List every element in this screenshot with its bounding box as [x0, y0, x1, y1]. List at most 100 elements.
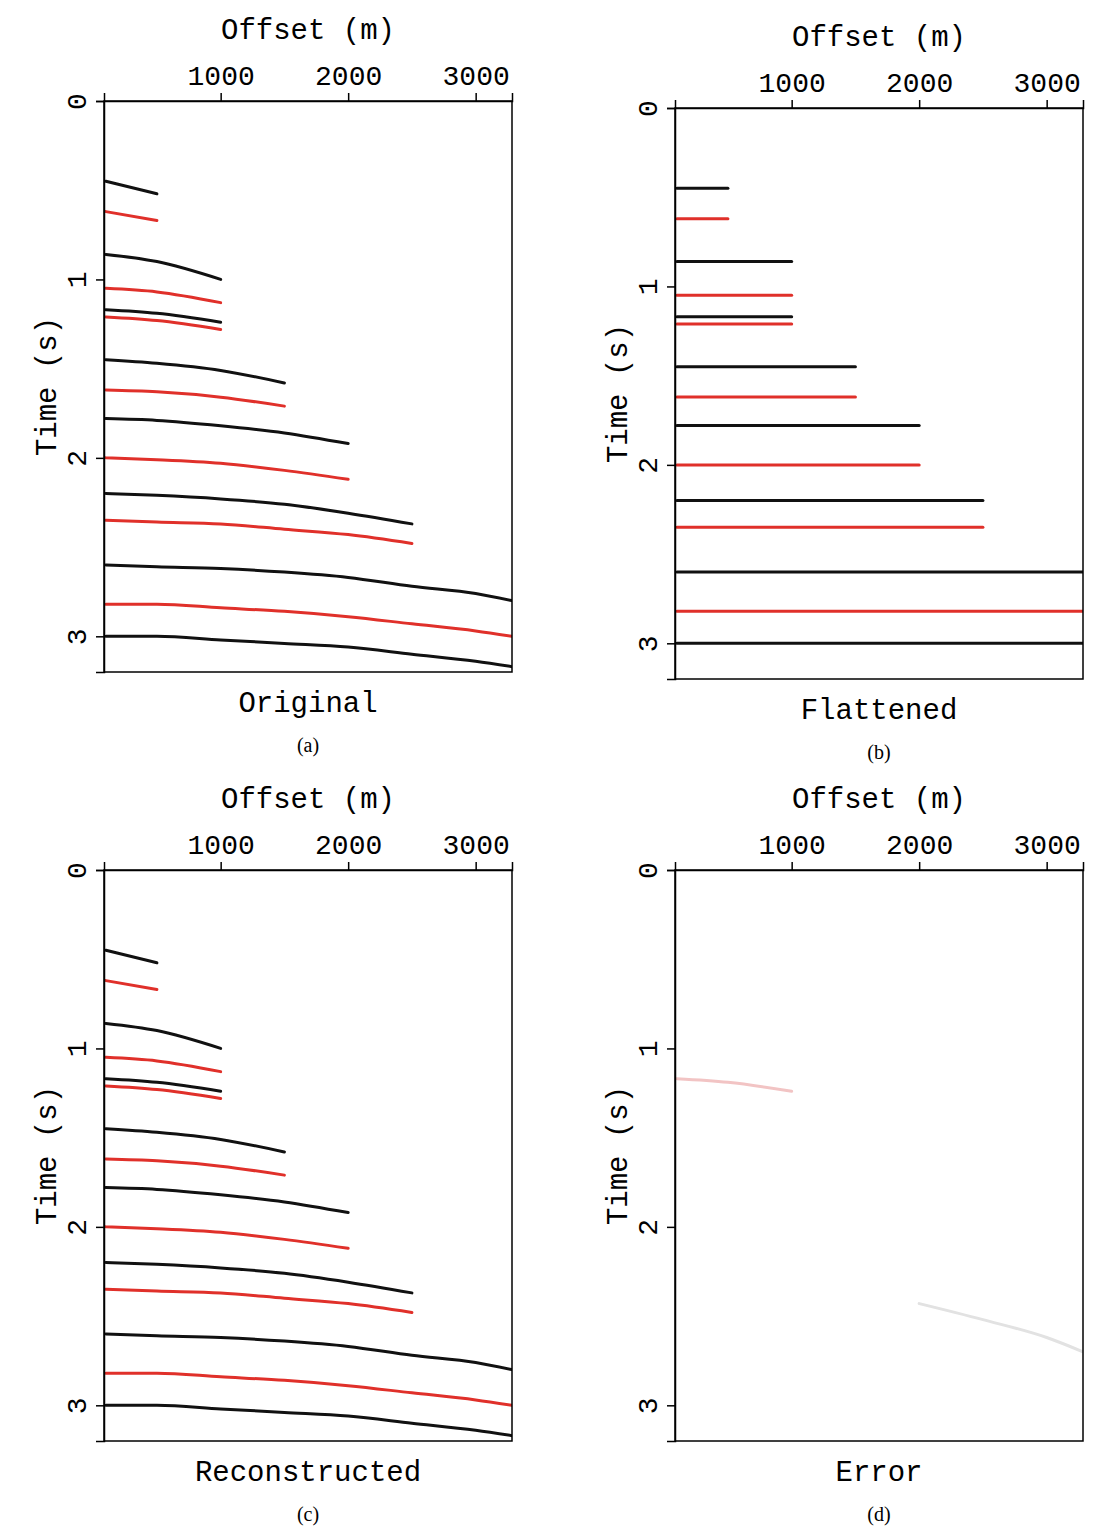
reflection-event: [106, 1159, 285, 1175]
tick-mark: [96, 458, 104, 460]
tick-mark: [96, 1405, 104, 1407]
tick: 2: [63, 450, 104, 467]
y-axis: 0 1 2 3: [634, 100, 676, 679]
tick-mark: [96, 636, 104, 638]
panel: 1000200030000123Offset (m)Time (s)Flatte…: [603, 22, 1083, 764]
tick-label: 3: [63, 628, 94, 645]
reflection-event: [677, 315, 792, 318]
reflection-event: [677, 499, 983, 502]
tick-label: 1000: [759, 831, 826, 862]
tick: 2: [634, 1219, 675, 1236]
tick: 3000: [443, 62, 510, 101]
tick-mark: [96, 870, 104, 872]
reflection-event: [677, 294, 792, 297]
x-axis: 1000 2000 3000: [105, 831, 513, 871]
tick-mark: [791, 862, 793, 870]
y-axis: 0 1 2 3: [63, 93, 105, 672]
tick-mark: [220, 862, 222, 870]
tick-mark: [96, 279, 104, 281]
reflection-event: [106, 390, 285, 406]
tick-label: 3000: [1014, 831, 1081, 862]
tick-label: 3000: [443, 62, 510, 93]
tick-mark: [220, 93, 222, 101]
axis-line: [105, 862, 513, 871]
panel-label: (a): [297, 734, 319, 757]
tick-label: 0: [63, 93, 94, 110]
tick-label: 1: [634, 279, 665, 296]
panel-label: (d): [867, 1503, 890, 1526]
tick-mark: [96, 1048, 104, 1050]
reflection-event: [106, 317, 221, 329]
tick-label: 1: [634, 1041, 665, 1058]
axis-line: [105, 93, 513, 102]
tick-mark: [667, 465, 675, 467]
tick-mark: [667, 1048, 675, 1050]
tick-mark: [667, 1227, 675, 1229]
tick-mark: [348, 93, 350, 101]
tick-label: 2: [63, 450, 94, 467]
tick-mark: [667, 286, 675, 288]
panel: 1000200030000123Offset (m)Time (s)Origin…: [32, 15, 512, 757]
tick: 2: [634, 457, 675, 474]
marks: [106, 950, 512, 1435]
tick-label: 2: [634, 457, 665, 474]
tick-mark: [791, 100, 793, 108]
tick: 2000: [315, 62, 382, 101]
reflection-event: [677, 187, 728, 190]
reflection-event: [677, 322, 792, 325]
tick: 1000: [188, 831, 255, 870]
axis-title: Time (s): [603, 324, 636, 463]
tick-label: 1: [63, 272, 94, 289]
tick: 3000: [443, 831, 510, 870]
axis-title: Time (s): [32, 1086, 65, 1225]
marks: [677, 1079, 1083, 1352]
frame: [675, 108, 1083, 679]
tick-label: 3: [634, 635, 665, 652]
reflection-event: [106, 1086, 221, 1098]
tick-label: 0: [634, 100, 665, 117]
tick: 2000: [315, 831, 382, 870]
tick-label: 0: [634, 862, 665, 879]
axis-title: Offset (m): [792, 784, 966, 817]
reflection-event: [106, 181, 157, 193]
tick: 1: [634, 1041, 675, 1058]
axis-line: [676, 100, 1084, 109]
y-axis: 0 1 2 3: [634, 862, 676, 1441]
panel-title: Error: [835, 1457, 922, 1490]
reflection-event: [106, 212, 157, 221]
marks: [106, 181, 512, 666]
x-axis: 100020003000: [105, 62, 513, 102]
marks: [677, 188, 1083, 643]
figure: 1000 2000 3000 0 1 2 3 Offset (m) Time (s) Origin…: [0, 0, 1097, 1533]
tick: 1: [63, 272, 104, 289]
reflection-event: [106, 1334, 512, 1370]
plot-area: [104, 101, 512, 672]
axis-line: [667, 871, 676, 1442]
reflection-event: [106, 1129, 285, 1152]
frame: [104, 101, 512, 672]
reflection-event: [677, 260, 792, 263]
panel: 1000200030000123Offset (m)Time (s)Recons…: [32, 784, 512, 1526]
reflection-event: [106, 1405, 512, 1435]
panel-label: (b): [867, 741, 890, 764]
reflection-event: [677, 463, 919, 466]
tick: 1: [634, 279, 675, 296]
tick-label: 3000: [1014, 69, 1081, 100]
frame: [675, 870, 1083, 1441]
tick-mark: [667, 643, 675, 645]
reflection-event: [106, 604, 512, 636]
reflection-event: [106, 360, 285, 383]
reflection-event: [106, 1373, 512, 1405]
reflection-event: [677, 424, 919, 427]
reflection-event: [677, 642, 1083, 645]
tick-mark: [96, 1227, 104, 1229]
tick: 3000: [1014, 69, 1081, 108]
reflection-event: [106, 565, 512, 601]
reflection-event: [106, 636, 512, 666]
axis-title: Offset (m): [221, 15, 395, 48]
reflection-event: [677, 1079, 792, 1091]
reflection-event: [106, 1263, 412, 1293]
panel-title: Original: [238, 688, 377, 721]
plot-area: [104, 870, 512, 1441]
tick: 3: [634, 1397, 675, 1414]
